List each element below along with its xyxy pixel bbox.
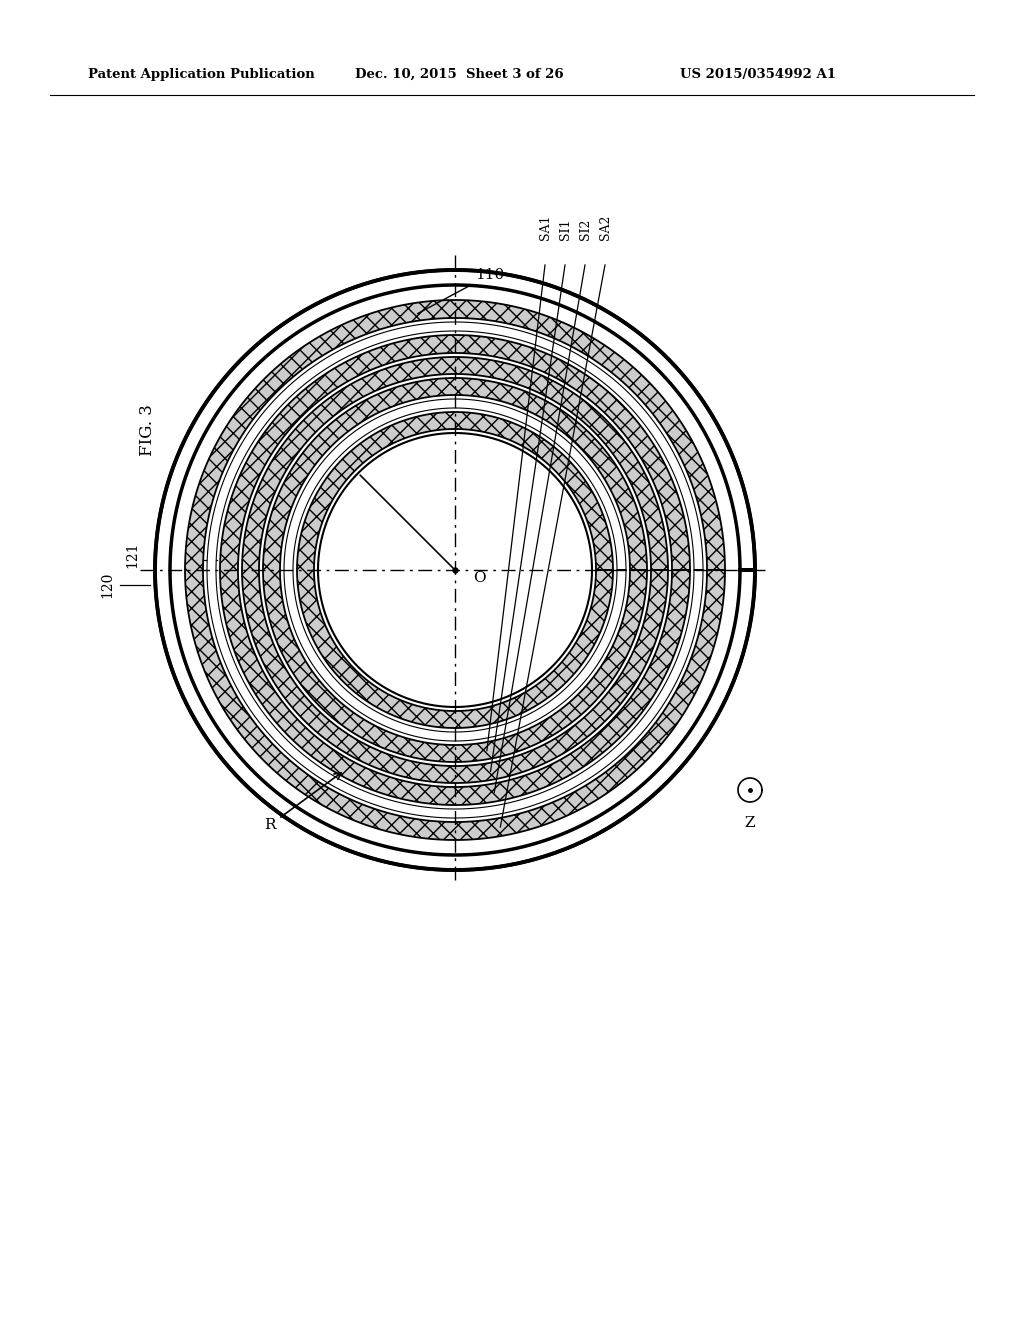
Text: SI1: SI1 <box>558 219 571 240</box>
Text: 121: 121 <box>125 541 139 568</box>
Text: 110: 110 <box>418 268 504 314</box>
Text: O: O <box>473 572 485 585</box>
Polygon shape <box>284 399 626 741</box>
Polygon shape <box>207 322 703 818</box>
Text: Patent Application Publication: Patent Application Publication <box>88 69 314 81</box>
Polygon shape <box>185 300 725 840</box>
Text: SA2: SA2 <box>598 215 611 240</box>
Text: SA1: SA1 <box>539 214 552 240</box>
Text: FIG. 3: FIG. 3 <box>139 404 157 455</box>
Polygon shape <box>155 271 755 870</box>
Polygon shape <box>220 335 690 805</box>
Polygon shape <box>242 356 668 783</box>
Text: SI2: SI2 <box>579 219 592 240</box>
Text: Dec. 10, 2015  Sheet 3 of 26: Dec. 10, 2015 Sheet 3 of 26 <box>355 69 563 81</box>
Text: R: R <box>264 772 341 832</box>
Polygon shape <box>297 412 613 729</box>
Text: 120: 120 <box>100 572 114 598</box>
Polygon shape <box>263 378 647 762</box>
Text: US 2015/0354992 A1: US 2015/0354992 A1 <box>680 69 836 81</box>
Text: Z: Z <box>744 816 756 830</box>
